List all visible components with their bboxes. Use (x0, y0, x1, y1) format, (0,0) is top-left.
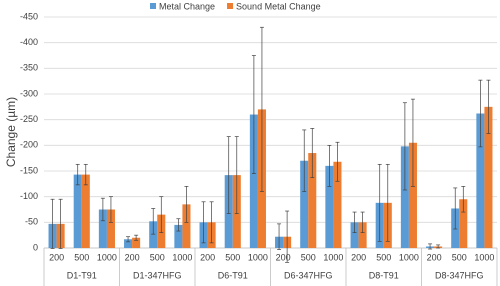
x-tick-label: 1000 (399, 252, 419, 262)
y-tick-label: -300 (20, 88, 38, 98)
legend-swatch (227, 3, 234, 9)
legend-label: Metal Change (159, 1, 215, 11)
bar (149, 221, 158, 248)
y-tick-label: -50 (25, 217, 38, 227)
group-label: D1-347HFG (133, 270, 182, 280)
y-tick-label: 0 (33, 242, 38, 252)
error-bar (83, 163, 88, 186)
error-bar (277, 223, 282, 250)
error-bar (234, 136, 239, 214)
error-bar (251, 55, 256, 174)
group-label: D8-T91 (369, 270, 399, 280)
y-tick-label: -100 (20, 191, 38, 201)
error-bar (436, 244, 441, 249)
error-bar (402, 102, 407, 191)
error-bar (377, 163, 382, 242)
x-tick-label: 200 (427, 252, 442, 262)
bar (358, 222, 367, 248)
y-tick-label: -250 (20, 114, 38, 124)
group-label: D6-T91 (218, 270, 248, 280)
x-tick-label: 500 (376, 252, 391, 262)
x-tick-label: 500 (301, 252, 316, 262)
bar (132, 237, 141, 248)
error-bar (201, 201, 206, 244)
x-tick-label: 1000 (474, 252, 494, 262)
x-tick-label: 500 (150, 252, 165, 262)
error-bar (428, 243, 433, 250)
error-bar (159, 196, 164, 233)
error-bar (100, 197, 105, 222)
legend-label: Sound Metal Change (236, 1, 321, 11)
error-bar (352, 211, 357, 233)
x-tick-label: 200 (276, 252, 291, 262)
error-bar (335, 141, 340, 182)
error-bar (453, 187, 458, 230)
error-bar (478, 79, 483, 148)
x-tick-label: 1000 (172, 252, 192, 262)
error-bar (360, 211, 365, 233)
x-tick-label: 200 (200, 252, 215, 262)
error-bar (259, 26, 264, 192)
error-bar (126, 236, 131, 243)
bar (124, 239, 133, 248)
y-tick-label: -400 (20, 37, 38, 47)
x-tick-label: 1000 (97, 252, 117, 262)
error-bar (310, 128, 315, 179)
bar (408, 142, 417, 248)
x-tick-label: 200 (125, 252, 140, 262)
bar (476, 113, 485, 248)
bar (333, 161, 342, 248)
bar (300, 160, 309, 248)
bar (400, 146, 409, 248)
y-tick-label: -350 (20, 63, 38, 73)
error-bar (209, 201, 214, 244)
legend-swatch (150, 3, 156, 9)
bar (174, 224, 183, 248)
bar (484, 106, 493, 248)
bar (308, 153, 317, 248)
error-bar (58, 198, 63, 249)
error-bar (226, 136, 231, 214)
x-tick-label: 500 (452, 252, 467, 262)
bar (182, 204, 191, 248)
bar (106, 209, 115, 248)
group-label: D6-347HFG (284, 270, 333, 280)
bar (73, 174, 82, 248)
x-tick-label: 1000 (248, 252, 268, 262)
y-tick-label: -150 (20, 165, 38, 175)
y-axis-label: Change (µm) (4, 97, 18, 167)
error-bar (302, 129, 307, 192)
bar (325, 165, 334, 248)
x-tick-label: 200 (49, 252, 64, 262)
bar (459, 199, 468, 248)
error-bar (75, 163, 80, 186)
error-bar (151, 208, 156, 235)
x-tick-label: 500 (74, 252, 89, 262)
error-bar (486, 79, 491, 134)
bar (98, 209, 107, 248)
x-tick-label: 1000 (323, 252, 343, 262)
bar (350, 222, 359, 248)
error-bar (134, 234, 139, 241)
error-bar (108, 196, 113, 223)
bar (249, 114, 258, 249)
error-bar (385, 163, 390, 242)
x-tick-label: 200 (351, 252, 366, 262)
error-bar (184, 186, 189, 223)
bar (81, 174, 90, 248)
error-bar (50, 198, 55, 249)
x-tick-label: 500 (225, 252, 240, 262)
error-bar (327, 144, 332, 187)
group-label: D1-T91 (67, 270, 97, 280)
error-bar (410, 98, 415, 187)
error-bar (285, 210, 290, 263)
y-tick-label: -200 (20, 140, 38, 150)
y-tick-label: -450 (20, 11, 38, 21)
error-bar (176, 218, 181, 232)
error-bar (461, 186, 466, 213)
group-label: D8-347HFG (435, 270, 484, 280)
